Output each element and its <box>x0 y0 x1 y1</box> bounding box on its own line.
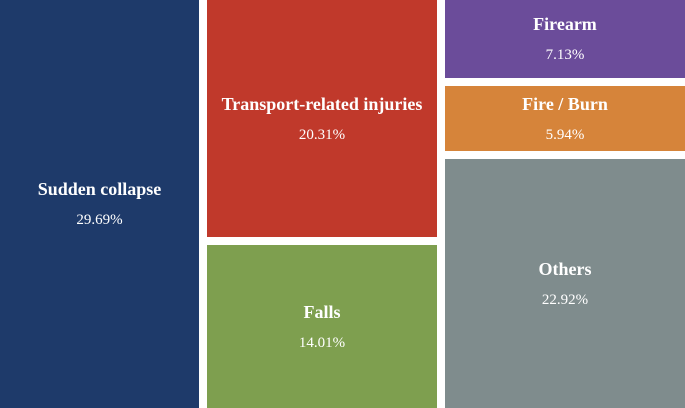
tile-label: Sudden collapse <box>37 179 162 199</box>
tile-firearm: Firearm 7.13% <box>445 0 685 78</box>
tile-fire-burn: Fire / Burn 5.94% <box>445 86 685 151</box>
tile-value: 29.69% <box>76 212 123 228</box>
tile-label: Firearm <box>533 14 597 34</box>
tile-sudden-collapse: Sudden collapse 29.69% <box>0 0 199 408</box>
tile-value: 22.92% <box>541 291 589 308</box>
tile-transport-related-injuries: Transport-related injuries 20.31% <box>207 0 437 237</box>
tile-others: Others 22.92% <box>445 159 685 408</box>
tile-value: 14.01% <box>298 334 346 351</box>
tile-label: Fire / Burn <box>522 93 608 114</box>
tile-value: 20.31% <box>298 126 346 143</box>
tile-label: Falls <box>303 301 341 322</box>
tile-value: 5.94% <box>545 126 585 143</box>
tile-label: Others <box>538 258 592 279</box>
tile-label: Transport-related injuries <box>221 93 423 114</box>
tile-falls: Falls 14.01% <box>207 245 437 408</box>
tile-value: 7.13% <box>545 47 585 63</box>
